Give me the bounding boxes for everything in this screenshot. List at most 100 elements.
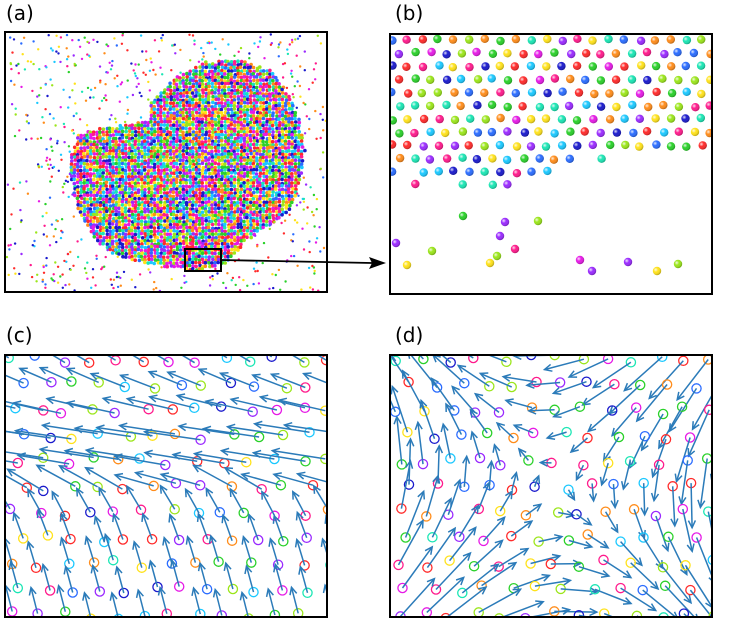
cluster-particle	[178, 187, 183, 191]
gas-particle	[22, 36, 26, 39]
cluster-particle	[149, 254, 154, 258]
cluster-particle	[194, 72, 198, 76]
gas-particle	[261, 261, 264, 265]
cluster-particle	[216, 169, 221, 173]
cluster-particle	[297, 130, 302, 134]
cluster-particle	[236, 133, 240, 137]
cluster-particle	[235, 193, 240, 198]
shear-velocity-arrow	[57, 585, 67, 612]
cluster-particle	[207, 203, 211, 207]
sphere-highlight	[396, 102, 405, 111]
sphere-highlight	[611, 49, 621, 58]
cluster-particle	[248, 79, 253, 83]
cluster-particle	[245, 235, 249, 240]
cluster-particle	[174, 213, 179, 218]
cluster-particle	[216, 193, 221, 197]
cluster-particle	[207, 130, 212, 134]
cluster-particle	[283, 161, 288, 166]
cluster-particle	[139, 123, 144, 128]
gas-particle	[14, 113, 17, 116]
cluster-particle	[139, 222, 144, 227]
gas-particle	[110, 64, 114, 67]
gas-particle	[126, 112, 129, 115]
sphere-highlight	[596, 50, 605, 59]
cluster-particle	[175, 92, 180, 96]
cluster-particle	[187, 87, 192, 92]
gas-particle	[315, 137, 318, 140]
cluster-particle	[211, 232, 215, 237]
cluster-particle	[187, 107, 192, 111]
cluster-particle	[163, 136, 167, 141]
cluster-particle	[291, 155, 295, 159]
cluster-particle	[102, 200, 106, 205]
cluster-particle	[118, 187, 122, 192]
shear-velocity-arrow	[214, 589, 223, 616]
cluster-particle	[146, 241, 150, 246]
cluster-particle	[236, 232, 240, 236]
cluster-particle	[239, 136, 244, 141]
cluster-particle	[293, 149, 297, 153]
shear-velocity-arrow	[261, 491, 276, 517]
cluster-particle	[223, 136, 228, 140]
cluster-particle	[232, 216, 236, 221]
shear-arrow-head	[132, 540, 141, 550]
shear-arrow-head	[113, 453, 123, 462]
cluster-particle	[271, 203, 276, 208]
cluster-particle	[191, 217, 195, 221]
cluster-particle	[213, 104, 217, 109]
shear-arrow-head	[251, 373, 261, 382]
cluster-particle	[281, 117, 285, 122]
sphere-highlight	[403, 115, 412, 124]
cluster-particle	[178, 143, 183, 147]
shear-velocity-arrow	[96, 426, 153, 437]
shear-particle-ring	[247, 406, 258, 417]
cluster-particle	[216, 114, 221, 119]
cluster-particle	[249, 151, 253, 156]
cluster-particle	[232, 196, 236, 201]
gas-particle	[269, 33, 272, 36]
cluster-particle	[251, 72, 256, 76]
cluster-particle	[278, 151, 282, 156]
cluster-particle	[207, 178, 212, 182]
sphere-highlight	[390, 140, 397, 149]
cluster-particle	[152, 207, 157, 211]
cluster-particle	[133, 165, 137, 169]
cluster-particle	[185, 78, 189, 82]
cluster-particle	[92, 152, 97, 156]
shear-velocity-arrow	[225, 562, 234, 590]
cluster-particle	[172, 85, 177, 90]
gas-particle	[69, 250, 72, 254]
cluster-particle	[293, 184, 298, 188]
cluster-particle	[236, 69, 240, 73]
gas-particle	[237, 50, 240, 53]
cluster-particle	[179, 164, 183, 169]
cluster-particle	[238, 71, 243, 76]
cluster-particle	[124, 135, 129, 140]
cluster-particle	[123, 158, 128, 162]
cluster-particle	[268, 98, 273, 102]
cluster-particle	[188, 225, 192, 230]
sphere-highlight	[596, 128, 605, 138]
gas-particle	[45, 256, 48, 260]
cluster-particle	[226, 219, 230, 223]
shear-velocity-arrow	[116, 566, 125, 594]
cluster-particle	[242, 65, 247, 70]
cluster-particle	[200, 142, 205, 147]
cluster-particle	[245, 174, 250, 178]
cluster-particle	[240, 98, 244, 102]
gas-particle	[68, 172, 72, 176]
cluster-particle	[155, 200, 160, 205]
cluster-particle	[213, 66, 218, 71]
shear-velocity-arrow	[177, 394, 222, 408]
cluster-particle	[146, 175, 151, 179]
cluster-particle	[200, 104, 205, 108]
cluster-particle	[230, 117, 234, 122]
shear-arrow-head	[302, 345, 310, 352]
cluster-particle	[198, 97, 202, 102]
vortex-particle-ring	[581, 376, 592, 387]
sphere-highlight	[496, 167, 505, 177]
gas-particle	[59, 275, 62, 278]
cluster-particle	[172, 169, 177, 173]
cluster-particle	[265, 69, 270, 73]
sphere-highlight	[557, 141, 567, 150]
